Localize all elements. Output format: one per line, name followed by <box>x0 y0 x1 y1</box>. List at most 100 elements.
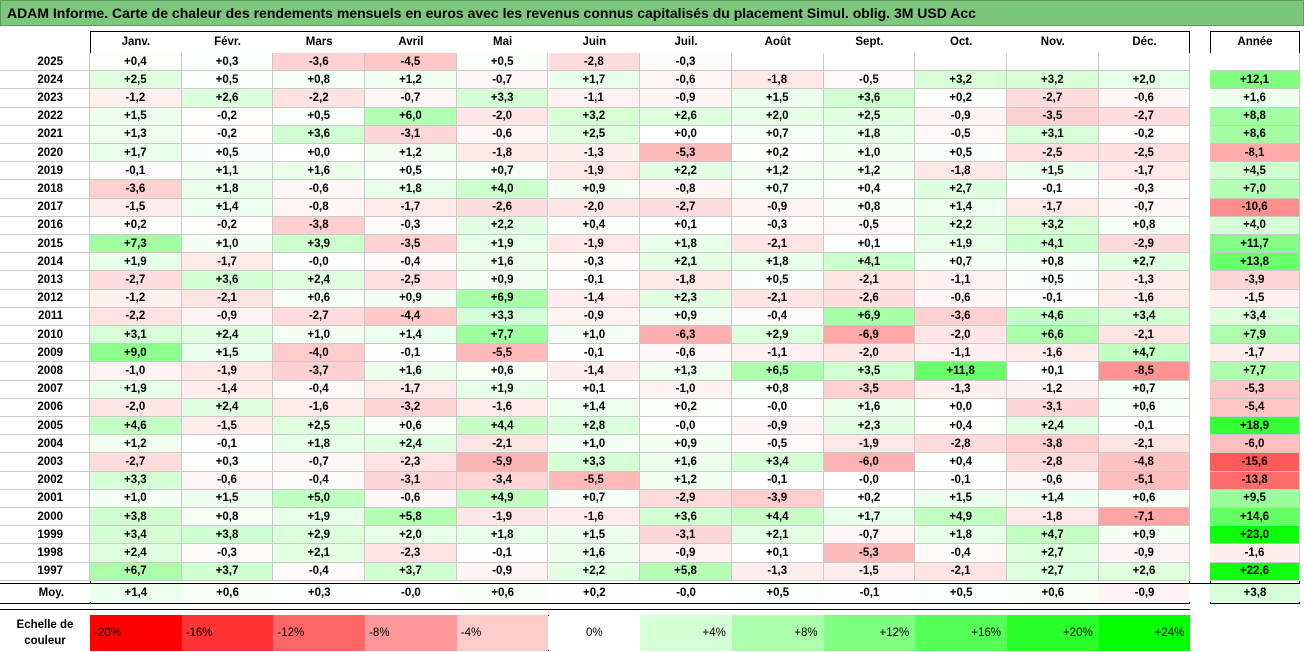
heatmap-cell: -0,6 <box>273 180 366 199</box>
heatmap-cell: +1,9 <box>456 380 549 399</box>
year-label: 2025 <box>0 53 90 72</box>
heatmap-cell: +2,1 <box>273 544 366 563</box>
heatmap-cell: +1,6 <box>273 162 366 181</box>
heatmap-cell: +2,4 <box>273 271 366 290</box>
scale-swatch: -8% <box>365 615 457 651</box>
year-label: 2004 <box>0 435 90 454</box>
heatmap-cell: +0,1 <box>548 380 641 399</box>
heatmap-cell: -0,5 <box>915 125 1007 144</box>
heatmap-cell: +2,4 <box>365 435 457 454</box>
heatmap-cell: -2,7 <box>273 307 366 326</box>
year-label: 2020 <box>0 144 90 163</box>
annual-cell: +7,9 <box>1210 326 1300 345</box>
heatmap-cell: -1,2 <box>90 89 182 108</box>
heatmap-cell: +9,0 <box>90 344 182 363</box>
heatmap-cell: +1,5 <box>90 107 182 126</box>
scale-swatch: +20% <box>1007 615 1099 651</box>
avg-label: Moy. <box>38 586 64 599</box>
heatmap-cell: +0,7 <box>548 489 641 508</box>
heatmap-cell: -0,2 <box>181 107 274 126</box>
heatmap-cell: +0,2 <box>731 144 824 163</box>
heatmap-cell: +1,3 <box>90 125 182 144</box>
heatmap-cell: +1,4 <box>1007 489 1099 508</box>
heatmap-cell: -1,2 <box>90 289 182 308</box>
heatmap-cell: -2,3 <box>365 544 457 563</box>
avg-cell: +0,6 <box>181 583 274 602</box>
heatmap-cell: -0,0 <box>273 253 366 272</box>
heatmap-cell: +3,2 <box>1007 71 1099 90</box>
heatmap-cell: -0,6 <box>181 471 274 490</box>
year-label: 2000 <box>0 508 90 527</box>
heatmap-cell: +0,5 <box>915 144 1007 163</box>
heatmap-cell: +0,7 <box>731 180 824 199</box>
heatmap-cell: -1,7 <box>365 198 457 217</box>
heatmap-cell: +3,9 <box>273 235 366 254</box>
heatmap-cell: -3,6 <box>915 307 1007 326</box>
heatmap-cell: -2,0 <box>915 326 1007 345</box>
year-label: 2011 <box>0 307 90 326</box>
year-label: 2024 <box>0 71 90 90</box>
heatmap-cell: -2,7 <box>640 198 732 217</box>
heatmap-cell: -3,5 <box>823 380 916 399</box>
heatmap-cell: -3,6 <box>90 180 182 199</box>
avg-cell: +0,2 <box>548 583 641 602</box>
heatmap-cell <box>823 53 916 72</box>
annual-cell: -8,1 <box>1210 144 1300 163</box>
heatmap-cell: -1,8 <box>456 144 549 163</box>
heatmap-cell: -5,9 <box>456 453 549 472</box>
heatmap-cell: +1,9 <box>273 508 366 527</box>
annual-cell: -15,6 <box>1210 453 1300 472</box>
heatmap-cell: -0,1 <box>915 471 1007 490</box>
heatmap-cell: +3,1 <box>90 326 182 345</box>
heatmap-cell: +0,5 <box>731 271 824 290</box>
heatmap-cell: -0,5 <box>731 435 824 454</box>
heatmap-cell: +3,6 <box>823 89 916 108</box>
month-header: Déc. <box>1132 36 1157 48</box>
heatmap-cell: +0,8 <box>273 71 366 90</box>
year-label: 2012 <box>0 289 90 308</box>
year-label: 2023 <box>0 89 90 108</box>
heatmap-cell: -2,7 <box>1098 107 1191 126</box>
heatmap-cell: +2,4 <box>1007 417 1099 436</box>
heatmap-cell: -0,9 <box>548 307 641 326</box>
month-header: Avril <box>398 36 424 48</box>
heatmap-cell: +1,0 <box>273 326 366 345</box>
heatmap-cell: -4,0 <box>273 344 366 363</box>
year-label: 2001 <box>0 489 90 508</box>
annual-cell: -6,0 <box>1210 435 1300 454</box>
heatmap-cell: -0,9 <box>915 107 1007 126</box>
heatmap-cell: +6,7 <box>90 562 182 581</box>
heatmap-cell: +1,5 <box>731 89 824 108</box>
heatmap-cell: +4,0 <box>456 180 549 199</box>
heatmap-cell: -3,5 <box>365 235 457 254</box>
heatmap-cell: -0,1 <box>181 435 274 454</box>
heatmap-cell: -1,0 <box>640 380 732 399</box>
heatmap-cell: +0,9 <box>365 289 457 308</box>
year-label: 2021 <box>0 125 90 144</box>
avg-separator <box>0 582 1300 584</box>
heatmap-cell: +3,7 <box>365 562 457 581</box>
heatmap-cell: -2,8 <box>548 53 641 72</box>
heatmap-cell: -1,8 <box>1007 508 1099 527</box>
scale-swatch: +16% <box>915 615 1007 651</box>
heatmap-cell: +4,4 <box>456 417 549 436</box>
heatmap-cell: -3,4 <box>456 471 549 490</box>
heatmap-cell: -2,5 <box>1098 144 1191 163</box>
heatmap-cell: -1,4 <box>548 289 641 308</box>
heatmap-cell: +0,7 <box>915 253 1007 272</box>
heatmap-cell: -3,9 <box>731 489 824 508</box>
heatmap-cell: +4,1 <box>823 253 916 272</box>
heatmap-cell: -1,1 <box>915 344 1007 363</box>
month-header: Juil. <box>674 36 698 48</box>
heatmap-cell: +1,6 <box>456 253 549 272</box>
heatmap-cell: -0,3 <box>181 544 274 563</box>
heatmap-cell: +0,1 <box>1007 362 1099 381</box>
year-label: 2003 <box>0 453 90 472</box>
heatmap-cell: +1,7 <box>90 144 182 163</box>
heatmap-cell: +2,9 <box>731 326 824 345</box>
heatmap-cell: -1,7 <box>1098 162 1191 181</box>
heatmap-cell: -1,5 <box>823 562 916 581</box>
avg-cell: +0,6 <box>1007 583 1099 602</box>
heatmap-cell: -0,6 <box>1098 89 1191 108</box>
annual-cell: +4,0 <box>1210 216 1300 235</box>
